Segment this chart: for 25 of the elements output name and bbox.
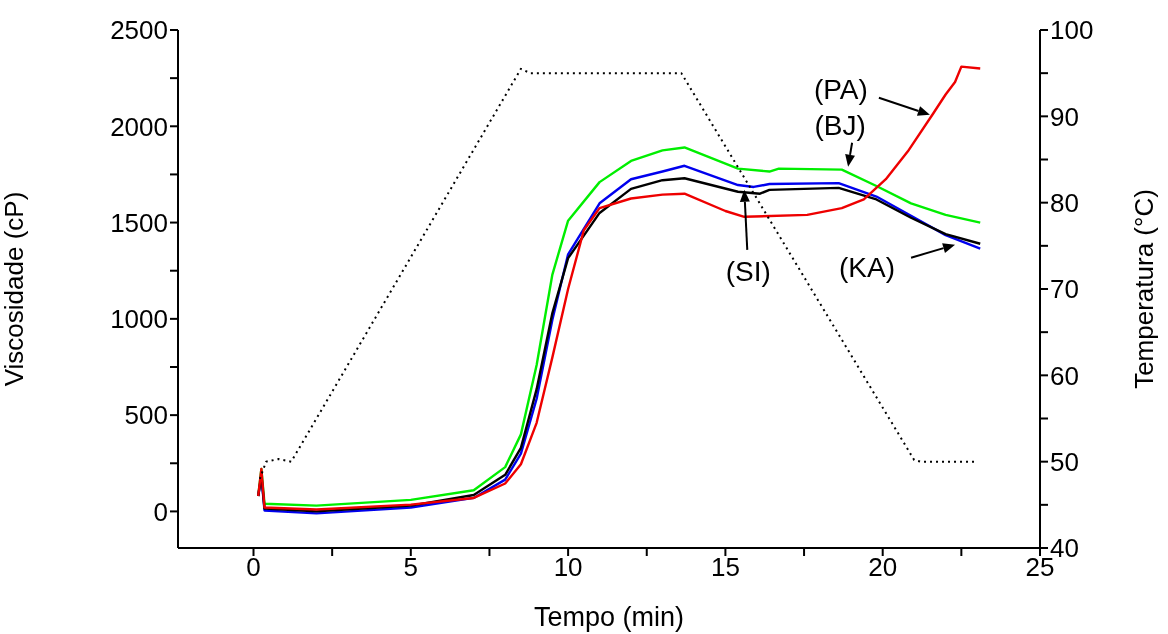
y2-tick-label: 60 [1050,360,1079,391]
y2-tick-label: 90 [1050,101,1079,132]
y-tick-label: 500 [124,400,168,431]
y2-tick-label: 80 [1050,187,1079,218]
y-tick-label: 0 [153,496,168,527]
x-tick-label: 15 [710,552,740,583]
y-tick-label: 1500 [110,207,168,238]
y-tick-label: 2500 [110,15,168,46]
x-axis-title: Tempo (min) [533,602,685,632]
annotation: (KA) [839,252,896,284]
x-tick-label: 25 [1025,552,1055,583]
x-tick-label: 0 [246,552,261,583]
x-tick-label: 20 [868,552,898,583]
annotation: (PA) [813,74,868,106]
y2-tick-label: 50 [1050,446,1079,477]
x-tick-label: 5 [403,552,419,583]
y-tick-label: 2000 [110,111,168,142]
annotation: (BJ) [814,110,866,142]
y2-tick-label: 100 [1050,15,1094,46]
y-tick-label: 1000 [110,304,168,335]
y2-axis-title: Temperatura (°C) [1129,189,1160,389]
y2-tick-label: 70 [1050,274,1079,305]
y-axis-title: Viscosidade (cP) [0,191,30,387]
annotation: (SI) [725,256,771,288]
x-tick-label: 10 [553,552,583,583]
